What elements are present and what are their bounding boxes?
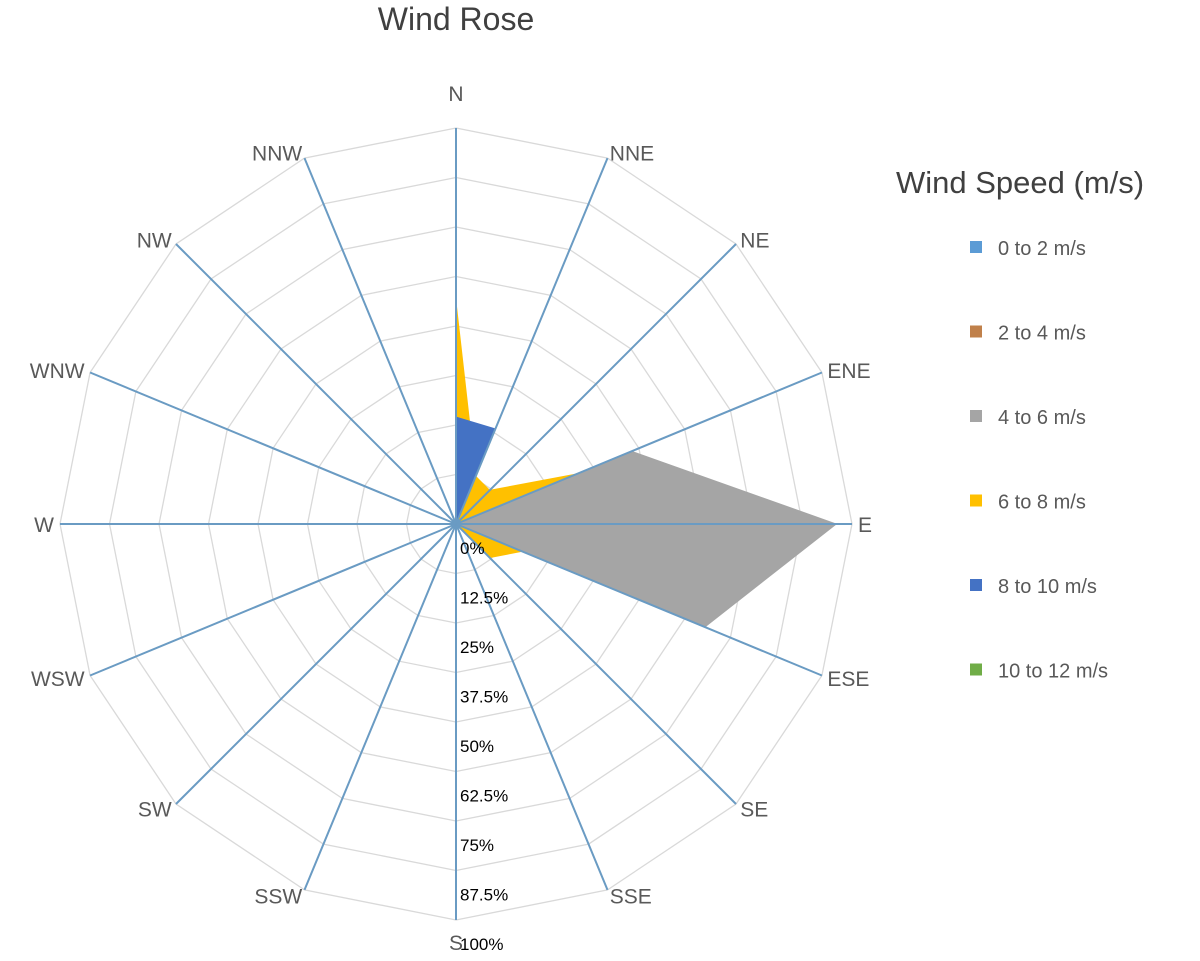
direction-spoke: [175, 243, 457, 525]
legend-label: 8 to 10 m/s: [998, 576, 1097, 598]
legend-swatch: [970, 325, 982, 338]
direction-label: W: [34, 514, 54, 537]
legend-swatch: [970, 241, 982, 253]
direction-spokes: [60, 128, 852, 920]
series-areas: [442, 302, 838, 628]
series-area: [454, 450, 838, 628]
direction-spoke: [455, 523, 609, 891]
direction-label: N: [448, 83, 463, 106]
legend-label: 6 to 8 m/s: [998, 492, 1086, 514]
direction-spoke: [303, 523, 457, 891]
legend-title: Wind Speed (m/s): [896, 165, 1144, 200]
direction-spoke: [303, 157, 457, 525]
radial-tick-label: 25%: [460, 638, 494, 657]
radial-tick-labels: 0% 12.5% 25% 37.5% 50% 62.5% 75% 87.5% 100%: [460, 539, 508, 954]
direction-label: NNW: [252, 143, 302, 166]
legend-swatch: [970, 410, 982, 422]
direction-label: SSE: [610, 885, 652, 908]
legend-label: 0 to 2 m/s: [998, 238, 1086, 260]
direction-label: SW: [138, 798, 172, 821]
radial-tick-label: 12.5%: [460, 589, 508, 608]
direction-spoke: [89, 523, 457, 677]
radial-tick-label: 37.5%: [460, 688, 508, 707]
radial-tick-label: 50%: [460, 737, 494, 756]
radial-tick-label: 100%: [460, 935, 503, 954]
direction-label: ESE: [827, 668, 869, 691]
radial-tick-label: 87.5%: [460, 886, 508, 905]
radial-tick-label: 0%: [460, 539, 485, 558]
legend-swatch: [970, 579, 982, 591]
direction-label: SSW: [254, 885, 302, 908]
direction-label: NNE: [610, 143, 654, 166]
direction-spoke: [455, 523, 737, 805]
radial-tick-label: 62.5%: [460, 787, 508, 806]
direction-spoke: [455, 243, 737, 525]
legend-label: 4 to 6 m/s: [998, 407, 1086, 429]
direction-label: NW: [137, 230, 172, 253]
legend-swatch: [970, 663, 982, 676]
direction-label: S: [449, 932, 463, 955]
direction-label: E: [858, 514, 872, 537]
direction-spoke: [175, 523, 457, 805]
legend-items: 0 to 2 m/s 2 to 4 m/s 4 to 6 m/s 6 to 8 m/s…: [970, 238, 1108, 683]
legend: Wind Speed (m/s) 0 to 2 m/s 2 to 4 m/s 4 t…: [896, 165, 1144, 683]
direction-spoke: [455, 157, 609, 525]
direction-label: SE: [740, 798, 768, 821]
direction-spoke: [455, 523, 823, 677]
legend-label: 2 to 4 m/s: [998, 323, 1086, 345]
legend-swatch: [970, 494, 982, 507]
direction-spoke: [89, 371, 457, 525]
direction-label: WNW: [30, 360, 85, 383]
direction-spoke: [455, 371, 823, 525]
chart-title: Wind Rose: [378, 1, 535, 37]
direction-label: ENE: [827, 360, 870, 383]
radial-tick-label: 75%: [460, 836, 494, 855]
legend-label: 10 to 12 m/s: [998, 661, 1108, 683]
direction-label: NE: [740, 230, 769, 253]
direction-labels: N NNE NE ENE E ESE SE SSE S SSW SW WSW W WNW NW NNW: [30, 83, 872, 955]
direction-label: WSW: [31, 668, 85, 691]
